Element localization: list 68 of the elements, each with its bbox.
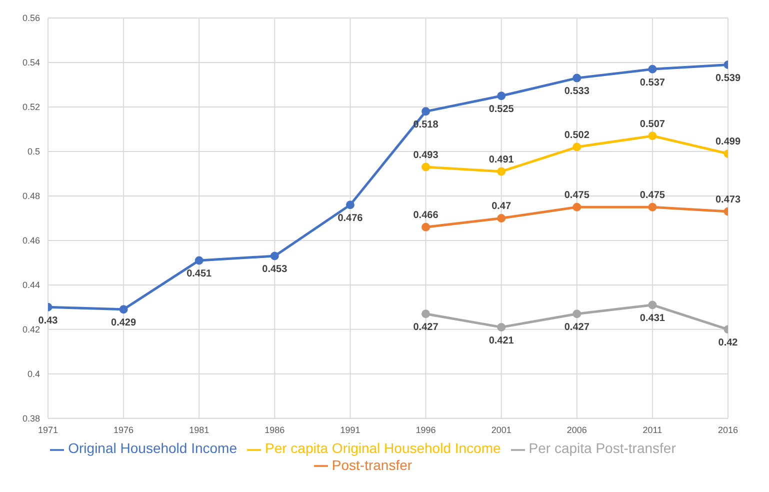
point [422,222,430,232]
point [119,305,128,314]
point [270,252,279,260]
data-label: 0.475 [640,190,666,202]
point [194,256,204,265]
data-label: 0.451 [186,268,212,280]
y-tick-label: 0.54 [22,58,40,68]
point [572,74,582,82]
data-label: 0.502 [564,130,590,142]
data-label: 0.537 [640,77,666,88]
data-label: 0.43 [38,315,58,326]
data-label: 0.473 [715,194,741,206]
legend-label: Post-transfer [332,456,412,473]
x-tick-label: 1991 [340,424,360,435]
x-tick-label: 2006 [566,424,587,435]
y-tick-label: 0.5 [27,146,40,157]
data-label: 0.421 [488,335,514,346]
y-tick-label: 0.46 [22,236,40,246]
point [497,214,506,222]
data-label: 0.493 [413,150,439,162]
legend-label: Per capita Original Household Income [265,440,501,456]
point [346,200,354,210]
point [497,92,506,100]
y-tick-label: 0.38 [22,414,40,424]
y-tick-label: 0.48 [22,191,40,202]
y-tick-label: 0.52 [22,102,40,112]
data-label: 0.525 [488,104,514,115]
data-label: 0.453 [262,264,288,276]
data-label: 0.47 [492,201,512,212]
legend-label: Per capita Post-transfer [528,440,676,456]
point [648,64,657,74]
data-label: 0.427 [564,322,590,333]
point [572,202,582,212]
data-label: 0.475 [564,190,590,202]
x-tick-label: 1986 [264,424,285,435]
point [648,132,657,140]
x-tick-label: 2011 [642,424,662,435]
point [497,167,506,176]
point [648,202,657,212]
point [422,310,430,318]
data-label: 0.431 [640,313,666,324]
point [572,310,582,318]
y-tick-label: 0.42 [22,324,40,335]
data-label: 0.491 [488,154,514,166]
x-tick-label: 1971 [38,424,58,435]
x-tick-label: 1976 [114,424,134,435]
data-label: 0.499 [715,136,741,148]
x-tick-label: 2001 [491,424,512,435]
data-label: 0.42 [718,338,738,349]
point [422,162,430,172]
y-tick-label: 0.44 [22,280,40,290]
data-label: 0.429 [111,318,137,329]
data-label: 0.466 [413,210,439,222]
point [648,300,657,310]
y-tick-label: 0.4 [27,369,40,380]
x-tick-label: 2016 [718,424,738,435]
x-tick-label: 1981 [189,424,210,435]
data-label: 0.533 [564,86,590,98]
data-label: 0.539 [715,72,741,84]
point [572,142,582,152]
x-tick-label: 1996 [416,424,436,435]
y-tick-label: 0.56 [22,13,40,24]
data-label: 0.507 [640,118,666,130]
data-label: 0.476 [338,212,364,224]
point [422,107,430,116]
data-label: 0.427 [413,322,439,333]
legend-label: Original Household Income [68,440,237,456]
point [497,322,506,332]
